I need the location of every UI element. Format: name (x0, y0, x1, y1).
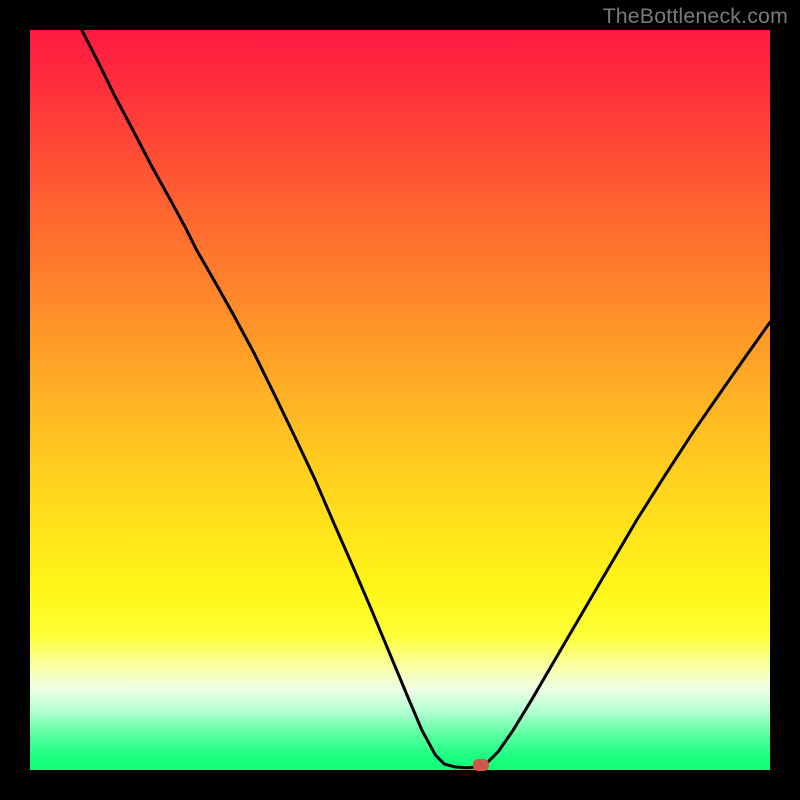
watermark-text: TheBottleneck.com (603, 4, 788, 29)
bottleneck-curve (82, 30, 770, 768)
min-point-marker (473, 759, 489, 771)
chart-frame: TheBottleneck.com (0, 0, 800, 800)
chart-curve-svg (30, 30, 770, 770)
chart-plot-area (30, 30, 770, 770)
